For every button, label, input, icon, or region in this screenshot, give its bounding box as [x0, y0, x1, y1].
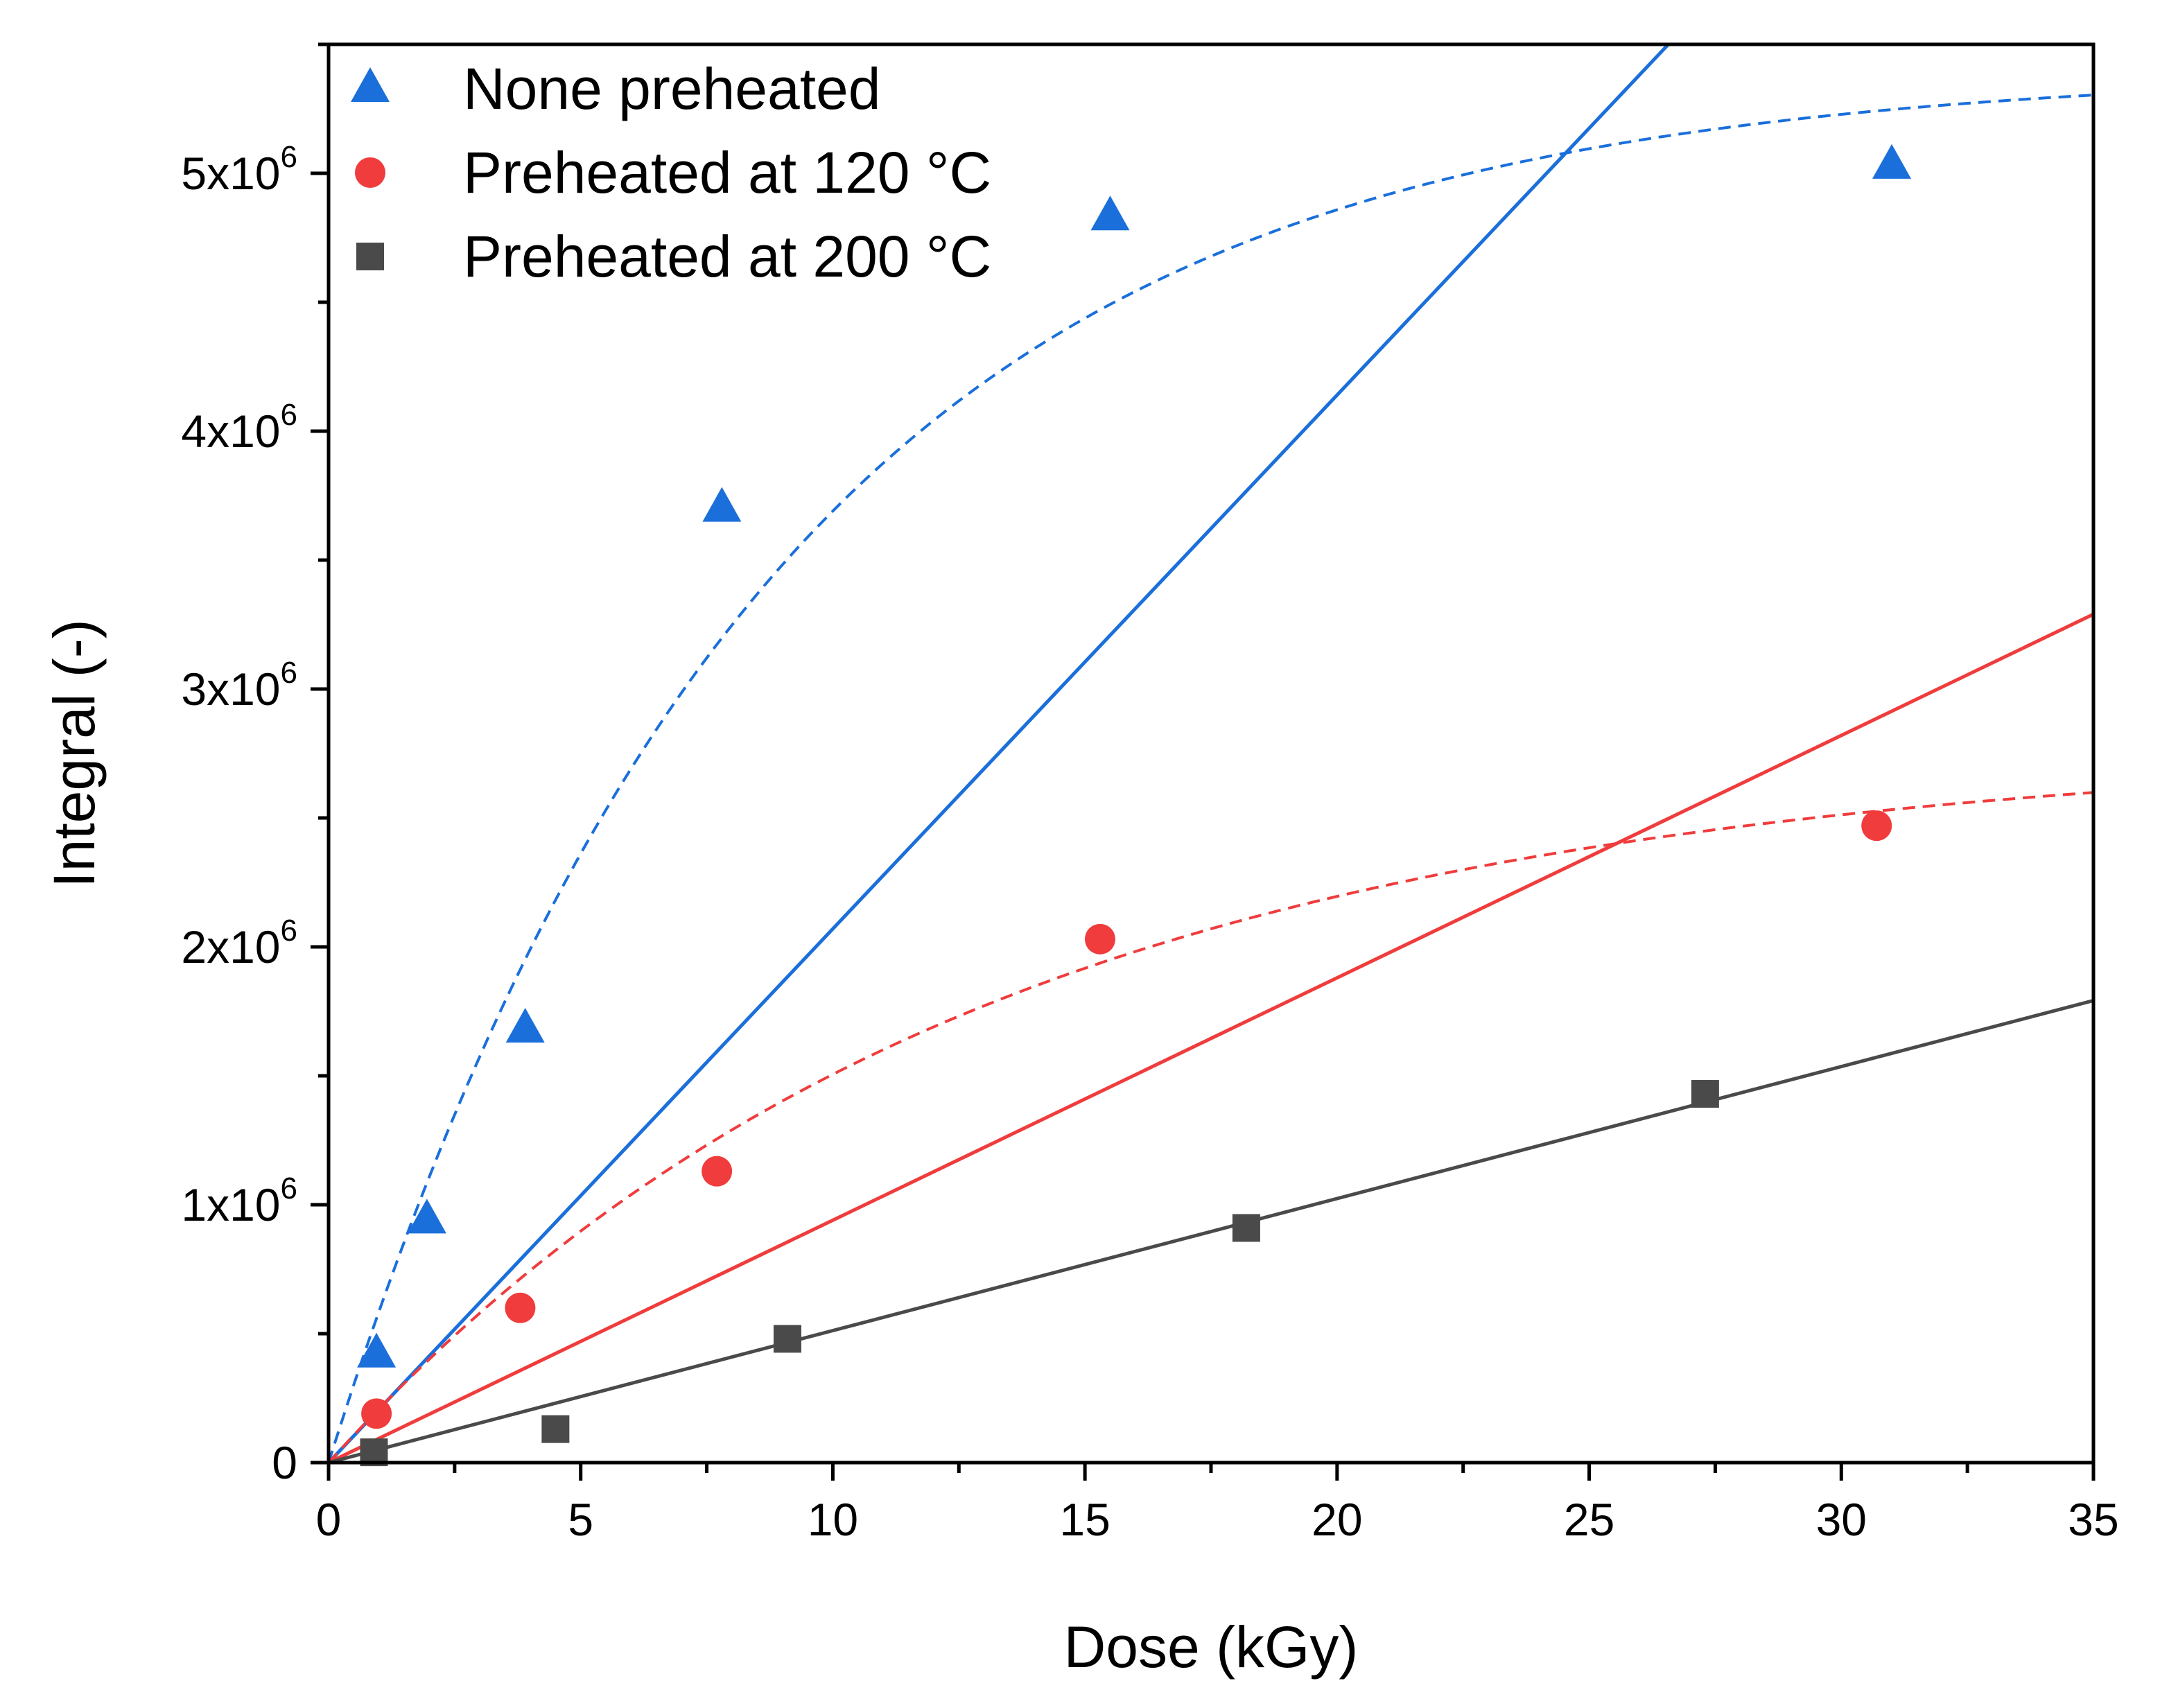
- y-axis-title: Integral (-): [42, 619, 107, 887]
- legend-label-2: Preheated at 120 °C: [463, 140, 991, 205]
- data-point-3-5: [1691, 1080, 1719, 1108]
- data-point-3-2: [541, 1415, 570, 1443]
- legend-label-1: None preheated: [463, 56, 880, 121]
- data-point-2-5: [1861, 810, 1892, 842]
- data-point-1-1: [357, 1332, 397, 1368]
- legend: None preheated Preheated at 120 °C Preheat…: [351, 56, 991, 289]
- x-tick-label: 15: [1059, 1494, 1110, 1545]
- data-point-3-4: [1232, 1214, 1260, 1242]
- x-tick-label: 30: [1816, 1494, 1867, 1545]
- axis-ticks: 0 5 10 15 20 25 30 35 0 1x106 2x106 3x106 4x106 5x106: [181, 42, 2119, 1545]
- x-tick-label: 35: [2068, 1494, 2118, 1545]
- data-point-1-4: [702, 487, 742, 522]
- data-point-2-3: [702, 1156, 733, 1187]
- x-axis-title: Dose (kGy): [1064, 1614, 1359, 1680]
- saturation-fit-curve-1: [329, 94, 2093, 1463]
- x-tick-label: 20: [1312, 1494, 1362, 1545]
- y-tick-label: 2x106: [181, 914, 297, 973]
- legend-marker-2: [355, 157, 385, 188]
- linear-fit-line-3: [329, 998, 2093, 1463]
- fit-lines: [329, 44, 2093, 1463]
- legend-marker-1: [351, 67, 390, 102]
- x-tick-label: 5: [568, 1494, 593, 1545]
- x-tick-label: 0: [316, 1494, 342, 1545]
- y-tick-label: 5x106: [181, 140, 297, 199]
- y-tick-label: 4x106: [181, 398, 297, 457]
- data-point-3-3: [773, 1325, 801, 1353]
- data-point-2-4: [1084, 923, 1115, 955]
- linear-fit-line-1: [329, 44, 1671, 1463]
- data-point-1-3: [505, 1008, 545, 1043]
- legend-label-3: Preheated at 200 °C: [463, 224, 991, 289]
- legend-marker-3: [356, 243, 384, 270]
- x-tick-label: 10: [808, 1494, 858, 1545]
- data-point-1-6: [1872, 143, 1912, 179]
- data-point-1-2: [407, 1199, 446, 1234]
- linear-fit-line-2: [329, 612, 2093, 1463]
- data-point-2-1: [361, 1398, 392, 1429]
- y-tick-label: 1x106: [181, 1171, 297, 1230]
- saturation-fit-curve-2: [329, 791, 2093, 1463]
- y-tick-label: 3x106: [181, 656, 297, 715]
- y-tick-label: 0: [272, 1437, 297, 1488]
- data-point-2-2: [505, 1292, 536, 1323]
- x-tick-label: 25: [1564, 1494, 1614, 1545]
- data-points: [357, 143, 1912, 1467]
- data-point-1-5: [1090, 195, 1130, 231]
